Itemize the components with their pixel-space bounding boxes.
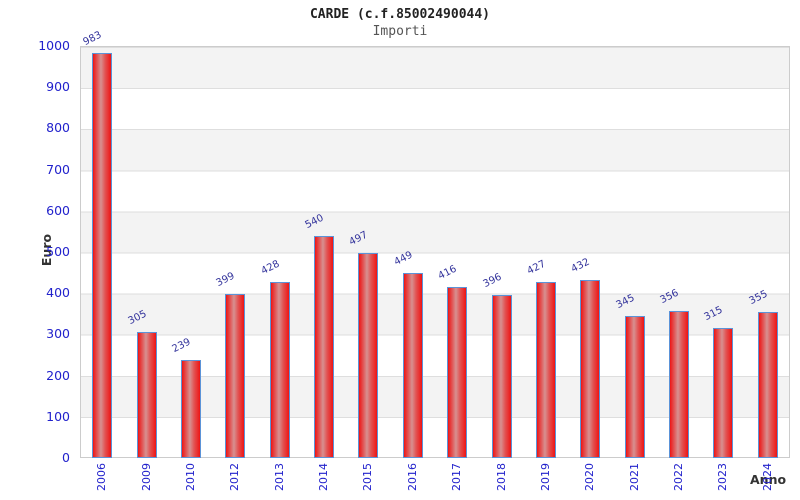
bar-2006 [92, 53, 113, 458]
y-tick-label: 0 [62, 450, 70, 465]
x-tick-label: 2021 [627, 463, 641, 491]
y-tick-label: 900 [46, 79, 70, 95]
bar-2021 [624, 315, 645, 458]
y-tick-label: 1000 [38, 38, 70, 53]
y-tick-label: 200 [46, 367, 70, 383]
chart-title: CARDE (c.f.85002490044) [309, 7, 490, 22]
bar-2022 [669, 311, 690, 458]
chart-subtitle: Importi [372, 24, 428, 39]
bar-2020 [580, 280, 601, 458]
x-tick-label: 2022 [672, 463, 686, 491]
y-tick-label: 300 [46, 326, 70, 342]
x-tick-label: 2017 [450, 463, 464, 491]
x-tick-label: 2012 [228, 463, 242, 491]
bar-2013 [269, 281, 290, 458]
x-tick-label: 2024 [760, 463, 774, 491]
bar-2019 [535, 282, 556, 458]
x-tick-label: 2013 [272, 463, 286, 491]
bar-2024 [757, 311, 778, 458]
bar-2009 [136, 332, 157, 458]
y-tick-label: 700 [46, 161, 70, 177]
x-tick-label: 2016 [405, 463, 419, 491]
x-tick-label: 2023 [716, 463, 730, 491]
x-tick-label: 2018 [494, 463, 508, 491]
x-tick-label: 2019 [538, 463, 552, 491]
x-tick-label: 2014 [317, 463, 331, 491]
bar-2012 [225, 293, 246, 458]
bar-2014 [314, 235, 335, 458]
x-tick-label: 2010 [183, 463, 197, 491]
x-tick-label: 2009 [139, 463, 153, 491]
bar-2010 [180, 359, 201, 458]
x-axis-title: Anno [750, 472, 787, 487]
y-tick-label: 600 [46, 202, 70, 218]
x-tick-label: 2020 [583, 463, 597, 491]
bar-2023 [713, 328, 734, 458]
bar-2015 [358, 253, 379, 458]
y-tick-label: 500 [46, 244, 70, 259]
bar-2018 [491, 294, 512, 458]
y-tick-label: 400 [46, 285, 70, 301]
y-tick-label: 800 [46, 120, 70, 136]
y-tick-label: 100 [46, 408, 70, 424]
x-tick-label: 2006 [95, 463, 109, 491]
bar-2017 [447, 286, 468, 458]
bar-2016 [402, 273, 423, 458]
x-tick-label: 2015 [361, 463, 375, 491]
